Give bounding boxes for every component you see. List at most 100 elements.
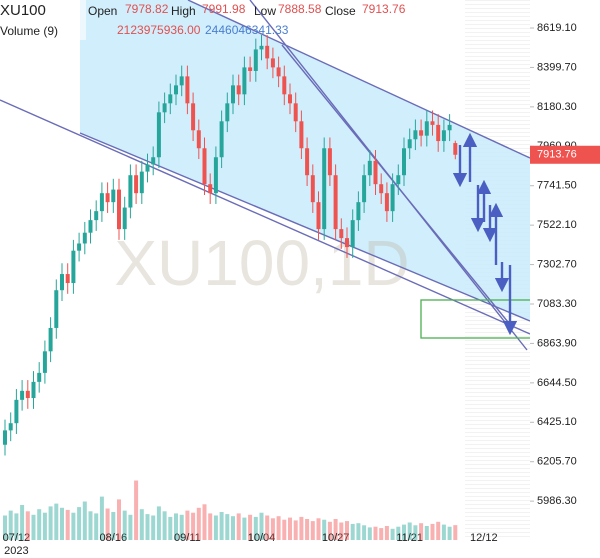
x-tick-label: 07/12: [3, 532, 31, 544]
candle-body: [299, 121, 304, 149]
candle-body: [322, 148, 327, 230]
header: XU100 Open 7978.82 High 7991.98 Low 7888…: [0, 0, 406, 40]
volume-bar: [185, 510, 190, 540]
candle-body: [60, 274, 64, 291]
volume-bar: [54, 503, 59, 540]
volume-bar: [20, 505, 25, 540]
trend-lines: [0, 0, 531, 351]
y-tick-label: 8619.10: [537, 22, 577, 34]
candle-body: [105, 193, 110, 203]
volume-bar: [48, 506, 53, 540]
volume-bar: [333, 519, 338, 540]
volume-bar: [299, 516, 304, 540]
candle-body: [259, 45, 264, 50]
volume-bar: [253, 516, 258, 540]
candle-body: [288, 94, 292, 104]
volume-bar: [122, 510, 127, 540]
candle-body: [413, 130, 418, 140]
candle-body: [345, 238, 349, 248]
volume-bar: [14, 513, 19, 540]
x-year-label: 2023: [4, 545, 28, 557]
candle-body: [379, 184, 384, 194]
volume-bar: [288, 517, 292, 540]
candle-body: [37, 372, 42, 382]
candle-body: [117, 189, 121, 230]
candle-body: [276, 67, 281, 77]
volume-bar: [174, 513, 178, 540]
volume-bar: [367, 527, 372, 540]
candle-body: [242, 67, 247, 95]
x-tick-label: 10/04: [248, 532, 276, 544]
candle-body: [219, 121, 224, 158]
candle-body: [327, 148, 332, 176]
volume-bar: [384, 526, 389, 540]
candle-body: [31, 381, 36, 399]
candle-body: [356, 202, 361, 221]
volume-bar: [339, 522, 344, 540]
candle-body: [350, 220, 355, 248]
header-bg: [0, 0, 86, 40]
candle-body: [139, 171, 144, 194]
candle-body: [367, 160, 372, 176]
volume-bar: [305, 519, 310, 540]
candle-body: [196, 130, 201, 149]
candle-body: [424, 121, 429, 136]
candle-body: [82, 232, 87, 244]
y-tick-label: 6425.10: [537, 416, 577, 428]
candle-body: [134, 175, 139, 194]
volume-bar: [248, 514, 253, 540]
volume-bar: [225, 514, 230, 540]
candle-body: [231, 85, 235, 104]
watermark: XU100,1D: [114, 227, 409, 299]
volume-bar: [31, 514, 36, 540]
candle-body: [441, 130, 446, 142]
volume-bar: [25, 511, 30, 540]
candle-body: [54, 290, 59, 328]
y-tick-label: 8180.30: [537, 101, 577, 113]
open-label: Open: [88, 4, 117, 18]
candle-body: [156, 112, 161, 158]
volume-bar: [390, 528, 395, 540]
volume-bar: [65, 509, 70, 540]
candle-body: [373, 160, 378, 185]
candle-body: [305, 148, 310, 176]
candle-body: [390, 184, 395, 212]
candle-body: [202, 148, 207, 185]
candle-body: [8, 423, 13, 431]
volume-bar: [196, 507, 201, 540]
last-price-tag: [530, 145, 600, 164]
y-tick-label: 5986.30: [537, 495, 577, 507]
candle-body: [88, 220, 93, 233]
volume-bar: [424, 526, 429, 540]
volume-bar: [402, 524, 406, 540]
support-line: [0, 99, 531, 335]
arrows: [452, 132, 518, 336]
candle-body: [396, 175, 401, 185]
volume-bar: [105, 508, 110, 540]
volume-bar: [111, 512, 116, 540]
volume-bar: [219, 512, 224, 540]
candle-body: [213, 157, 218, 194]
volume-bar: [37, 509, 42, 540]
volume-bar: [436, 521, 441, 540]
candle-body: [265, 45, 270, 59]
x-tick-label: 08/16: [100, 532, 128, 544]
y-tick-label: 7522.10: [537, 219, 577, 231]
volume-bar: [162, 511, 167, 540]
low-value: 7888.58: [278, 2, 322, 16]
candle-body: [14, 399, 19, 424]
y-tick-label: 7741.50: [537, 180, 577, 192]
candle-body: [185, 76, 190, 104]
candle-body: [236, 85, 241, 95]
candle-body: [419, 130, 424, 136]
volume-bar: [134, 480, 139, 540]
volume-bar: [322, 519, 327, 540]
candle-body: [128, 175, 133, 208]
volume-bar: [396, 526, 401, 540]
volume-bar: [430, 523, 435, 540]
volume-bar: [94, 513, 99, 540]
volume-bar: [139, 509, 144, 540]
volume-bar: [236, 513, 241, 540]
candle-body: [99, 193, 104, 212]
